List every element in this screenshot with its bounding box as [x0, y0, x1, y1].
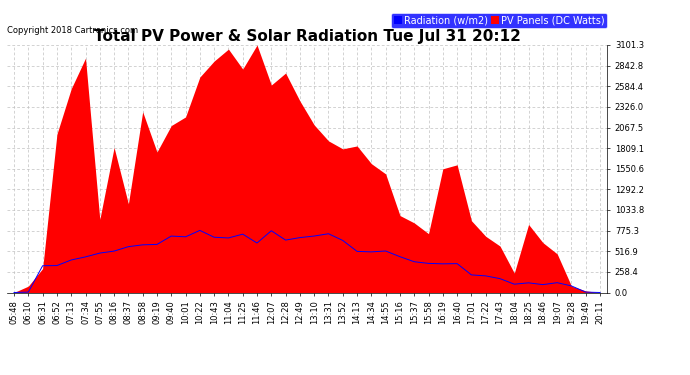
Title: Total PV Power & Solar Radiation Tue Jul 31 20:12: Total PV Power & Solar Radiation Tue Jul… — [94, 29, 520, 44]
Text: Copyright 2018 Cartronics.com: Copyright 2018 Cartronics.com — [7, 26, 138, 35]
Legend: Radiation (w/m2), PV Panels (DC Watts): Radiation (w/m2), PV Panels (DC Watts) — [391, 13, 607, 28]
